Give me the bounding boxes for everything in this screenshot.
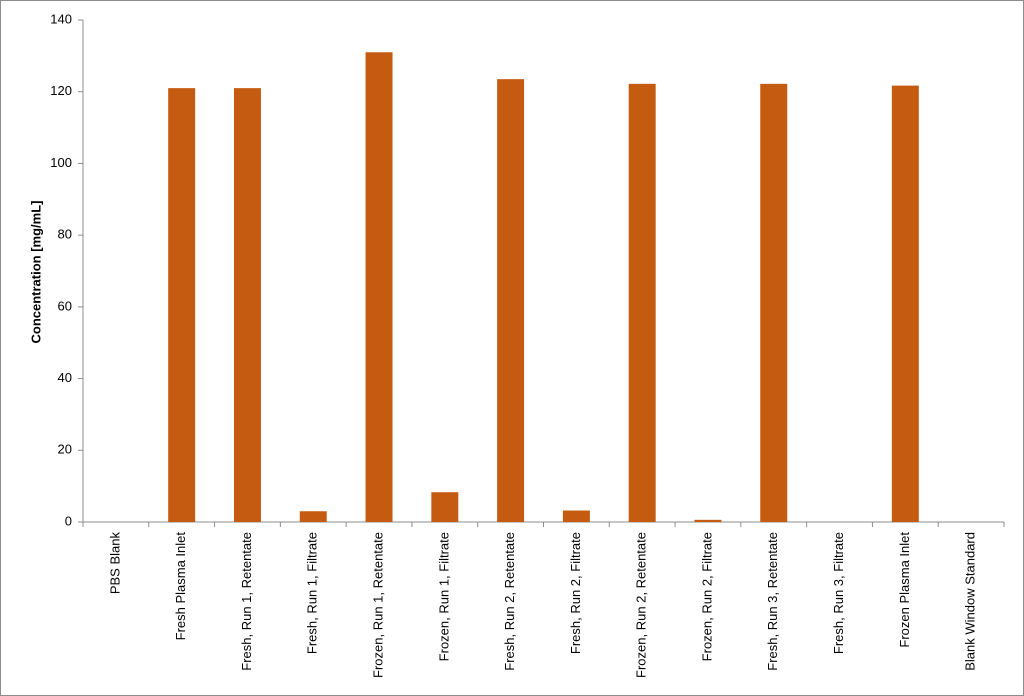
x-axis (82, 521, 1005, 527)
y-tick-label: 140 (50, 11, 72, 26)
category-label: Frozen, Run 2, Retentate (634, 532, 649, 678)
bar (497, 79, 525, 523)
bar (431, 492, 459, 522)
bars (168, 52, 919, 523)
y-tick-label: 40 (58, 370, 72, 385)
category-labels: PBS Blank Fresh Plasma Inlet Fresh, Run 1,… (107, 532, 977, 678)
category-label: Fresh, Run 2, Filtrate (568, 532, 583, 654)
y-tick-label: 20 (58, 442, 72, 457)
bar (562, 510, 590, 522)
category-label: Fresh, Run 1, Filtrate (305, 532, 320, 654)
category-label: Fresh, Run 1, Retentate (239, 532, 254, 671)
category-label: Frozen Plasma Inlet (897, 532, 912, 648)
bar (891, 85, 919, 523)
category-label: Blank Window Standard (963, 532, 978, 671)
y-tick-label: 80 (58, 227, 72, 242)
bar (299, 511, 327, 522)
category-label: Fresh, Run 3, Filtrate (831, 532, 846, 654)
category-label: PBS Blank (107, 532, 122, 595)
bar (233, 88, 261, 522)
y-tick-label: 60 (58, 298, 72, 313)
category-label: Frozen, Run 1, Filtrate (436, 532, 451, 661)
bar (694, 519, 722, 522)
y-axis-title: Concentration [mg/mL] (28, 201, 43, 344)
bar (760, 83, 788, 522)
category-label: Frozen, Run 1, Retentate (370, 532, 385, 678)
y-axis: 0 20 40 60 80 100 120 140 (50, 11, 84, 528)
category-label: Fresh Plasma Inlet (173, 532, 188, 641)
bar (365, 52, 393, 523)
y-tick-label: 100 (50, 155, 72, 170)
category-label: Fresh, Run 3, Retentate (765, 532, 780, 671)
y-tick-label: 0 (65, 513, 72, 528)
category-label: Frozen, Run 2, Filtrate (699, 532, 714, 661)
bar (628, 83, 656, 522)
category-label: Fresh, Run 2, Retentate (502, 532, 517, 671)
bar (168, 88, 196, 522)
y-tick-label: 120 (50, 83, 72, 98)
